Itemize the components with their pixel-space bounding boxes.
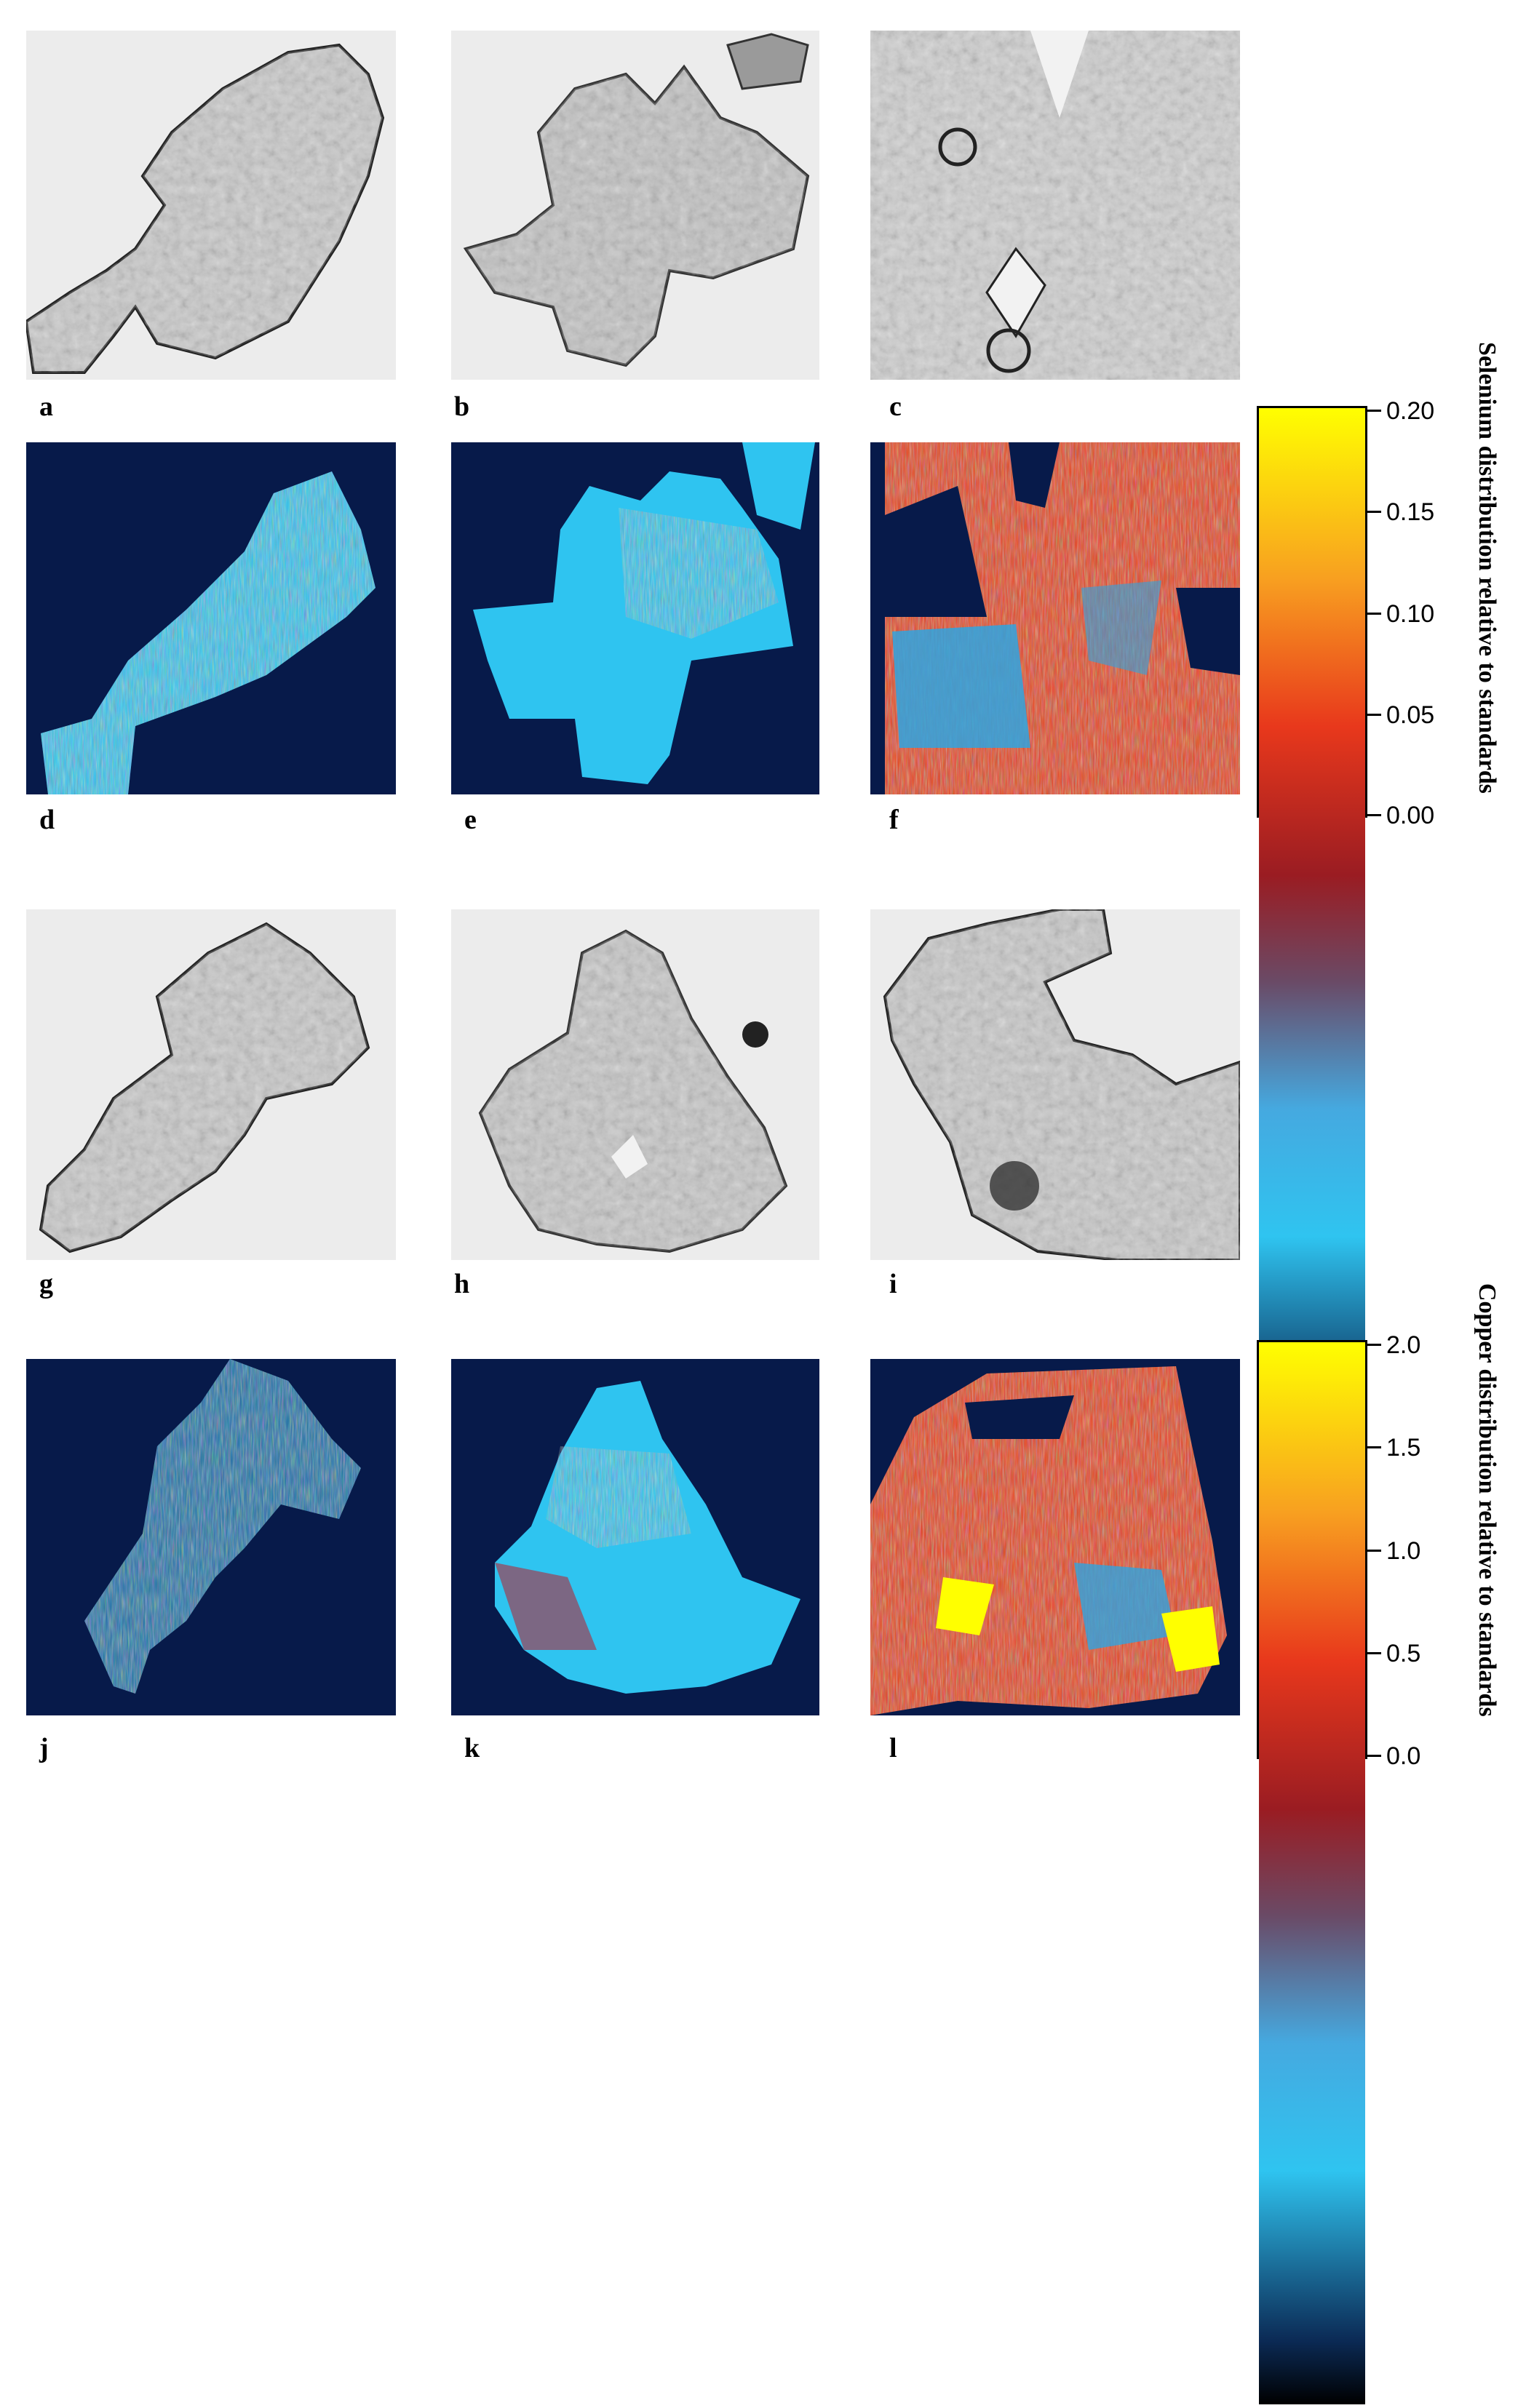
selenium-colorbar: [1257, 406, 1367, 1470]
micrograph-c: [870, 31, 1240, 380]
copper-colorbar-title: Copper distribution relative to standard…: [1474, 1283, 1501, 1717]
selenium-tick-label-1: 0.15: [1386, 498, 1435, 526]
panel-label-f: f: [889, 805, 899, 835]
panel-label-a: a: [39, 391, 53, 422]
micrograph-b: [451, 31, 819, 380]
selenium-tick-label-2: 0.10: [1386, 600, 1435, 628]
selenium-colorbar-title: Selenium distribution relative to standa…: [1474, 342, 1501, 794]
copper-tick-1: [1365, 1446, 1381, 1448]
selenium-tick-label-0: 0.20: [1386, 397, 1435, 425]
selenium-tick-label-4: 0.00: [1386, 802, 1435, 829]
copper-tick-2: [1365, 1550, 1381, 1552]
copper-tick-4: [1365, 1755, 1381, 1757]
selenium-tick-3: [1365, 714, 1381, 716]
panel-label-d: d: [39, 805, 55, 835]
copper-tick-0: [1365, 1344, 1381, 1346]
micrograph-i: [870, 909, 1240, 1260]
selenium-tick-label-3: 0.05: [1386, 701, 1435, 729]
copper-tick-label-1: 1.5: [1386, 1434, 1421, 1462]
selenium-tick-0: [1365, 410, 1381, 412]
selenium-tick-2: [1365, 613, 1381, 615]
panel-label-k: k: [464, 1733, 480, 1763]
panel-label-i: i: [889, 1269, 897, 1299]
panel-label-b: b: [454, 391, 470, 422]
selenium-tick-4: [1365, 814, 1381, 816]
copper-colorbar: [1257, 1340, 1367, 2404]
panel-label-g: g: [39, 1269, 53, 1299]
selenium-tick-1: [1365, 511, 1381, 513]
copper-tick-label-3: 0.5: [1386, 1640, 1421, 1667]
copper-tick-label-0: 2.0: [1386, 1331, 1421, 1359]
micrograph-g: [26, 909, 396, 1260]
copper-map-j: [26, 1359, 396, 1715]
panel-label-e: e: [464, 805, 477, 835]
micrograph-h: [451, 909, 819, 1260]
micrograph-a: [26, 31, 396, 380]
panel-label-c: c: [889, 391, 902, 422]
selenium-map-f: [870, 442, 1240, 794]
panel-label-h: h: [454, 1269, 470, 1299]
copper-tick-label-4: 0.0: [1386, 1742, 1421, 1770]
copper-map-l: [870, 1359, 1240, 1715]
copper-tick-3: [1365, 1652, 1381, 1654]
selenium-map-d: [26, 442, 396, 794]
selenium-map-e: [451, 442, 819, 794]
copper-map-k: [451, 1359, 819, 1715]
panel-label-j: j: [39, 1733, 49, 1763]
copper-tick-label-2: 1.0: [1386, 1537, 1421, 1565]
panel-label-l: l: [889, 1733, 897, 1763]
